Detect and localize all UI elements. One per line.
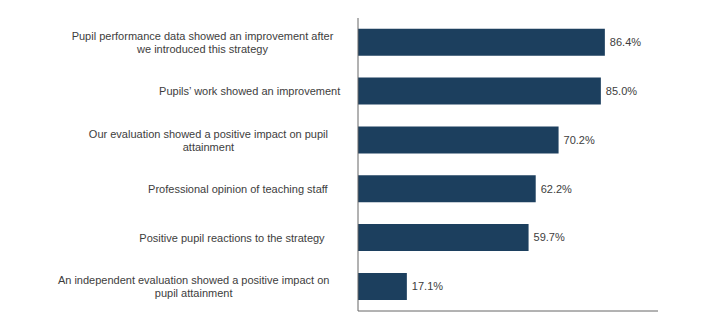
svg-text:85.0%: 85.0% <box>606 85 637 97</box>
svg-text:86.4%: 86.4% <box>610 36 641 48</box>
svg-text:17.1%: 17.1% <box>412 280 443 292</box>
svg-text:62.2%: 62.2% <box>541 183 572 195</box>
svg-text:Professional opinion of teachi: Professional opinion of teaching staff <box>148 183 329 195</box>
svg-text:An independent evaluation show: An independent evaluation showed a posit… <box>58 274 330 299</box>
svg-text:Positive pupil reactions to th: Positive pupil reactions to the strategy <box>139 232 325 244</box>
svg-text:Our evaluation showed a positi: Our evaluation showed a positive impact … <box>89 128 328 153</box>
svg-text:Pupil performance data showed: Pupil performance data showed an improve… <box>72 30 334 55</box>
svg-text:59.7%: 59.7% <box>534 231 565 243</box>
svg-text:70.2%: 70.2% <box>564 134 595 146</box>
svg-text:Pupils’ work showed an improve: Pupils’ work showed an improvement <box>159 85 340 97</box>
